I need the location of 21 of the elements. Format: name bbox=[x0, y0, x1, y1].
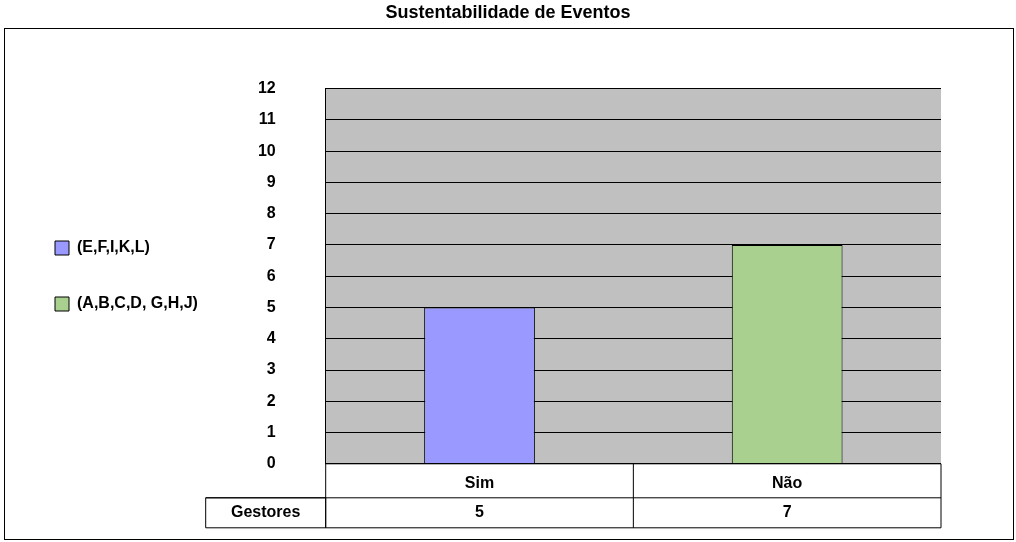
y-tick-label: 5 bbox=[266, 297, 276, 315]
y-tick-label: 12 bbox=[257, 79, 276, 97]
y-tick-label: 2 bbox=[266, 391, 276, 409]
legend-label: (E,F,I,K,L) bbox=[77, 238, 150, 256]
y-tick-label: 8 bbox=[266, 204, 276, 222]
y-tick-label: 7 bbox=[266, 235, 276, 253]
x-tick-label: Não bbox=[772, 473, 803, 491]
y-tick-label: 10 bbox=[257, 141, 276, 159]
y-tick-label: 1 bbox=[266, 422, 276, 440]
legend-label: (A,B,C,D, G,H,J) bbox=[77, 294, 198, 312]
y-tick-label: 4 bbox=[266, 329, 276, 347]
y-tick-label: 0 bbox=[266, 454, 276, 472]
data-label: 7 bbox=[782, 503, 792, 521]
x-tick-label: Sim bbox=[464, 473, 495, 491]
chart-title: Sustentabilidade de Eventos bbox=[384, 2, 632, 23]
y-tick-label: 9 bbox=[266, 172, 276, 190]
y-tick-label: 3 bbox=[266, 360, 276, 378]
y-tick-label: 6 bbox=[266, 266, 276, 284]
y-tick-label: 11 bbox=[258, 110, 276, 128]
text: Gestores bbox=[231, 503, 301, 521]
data-label: 5 bbox=[475, 503, 485, 521]
